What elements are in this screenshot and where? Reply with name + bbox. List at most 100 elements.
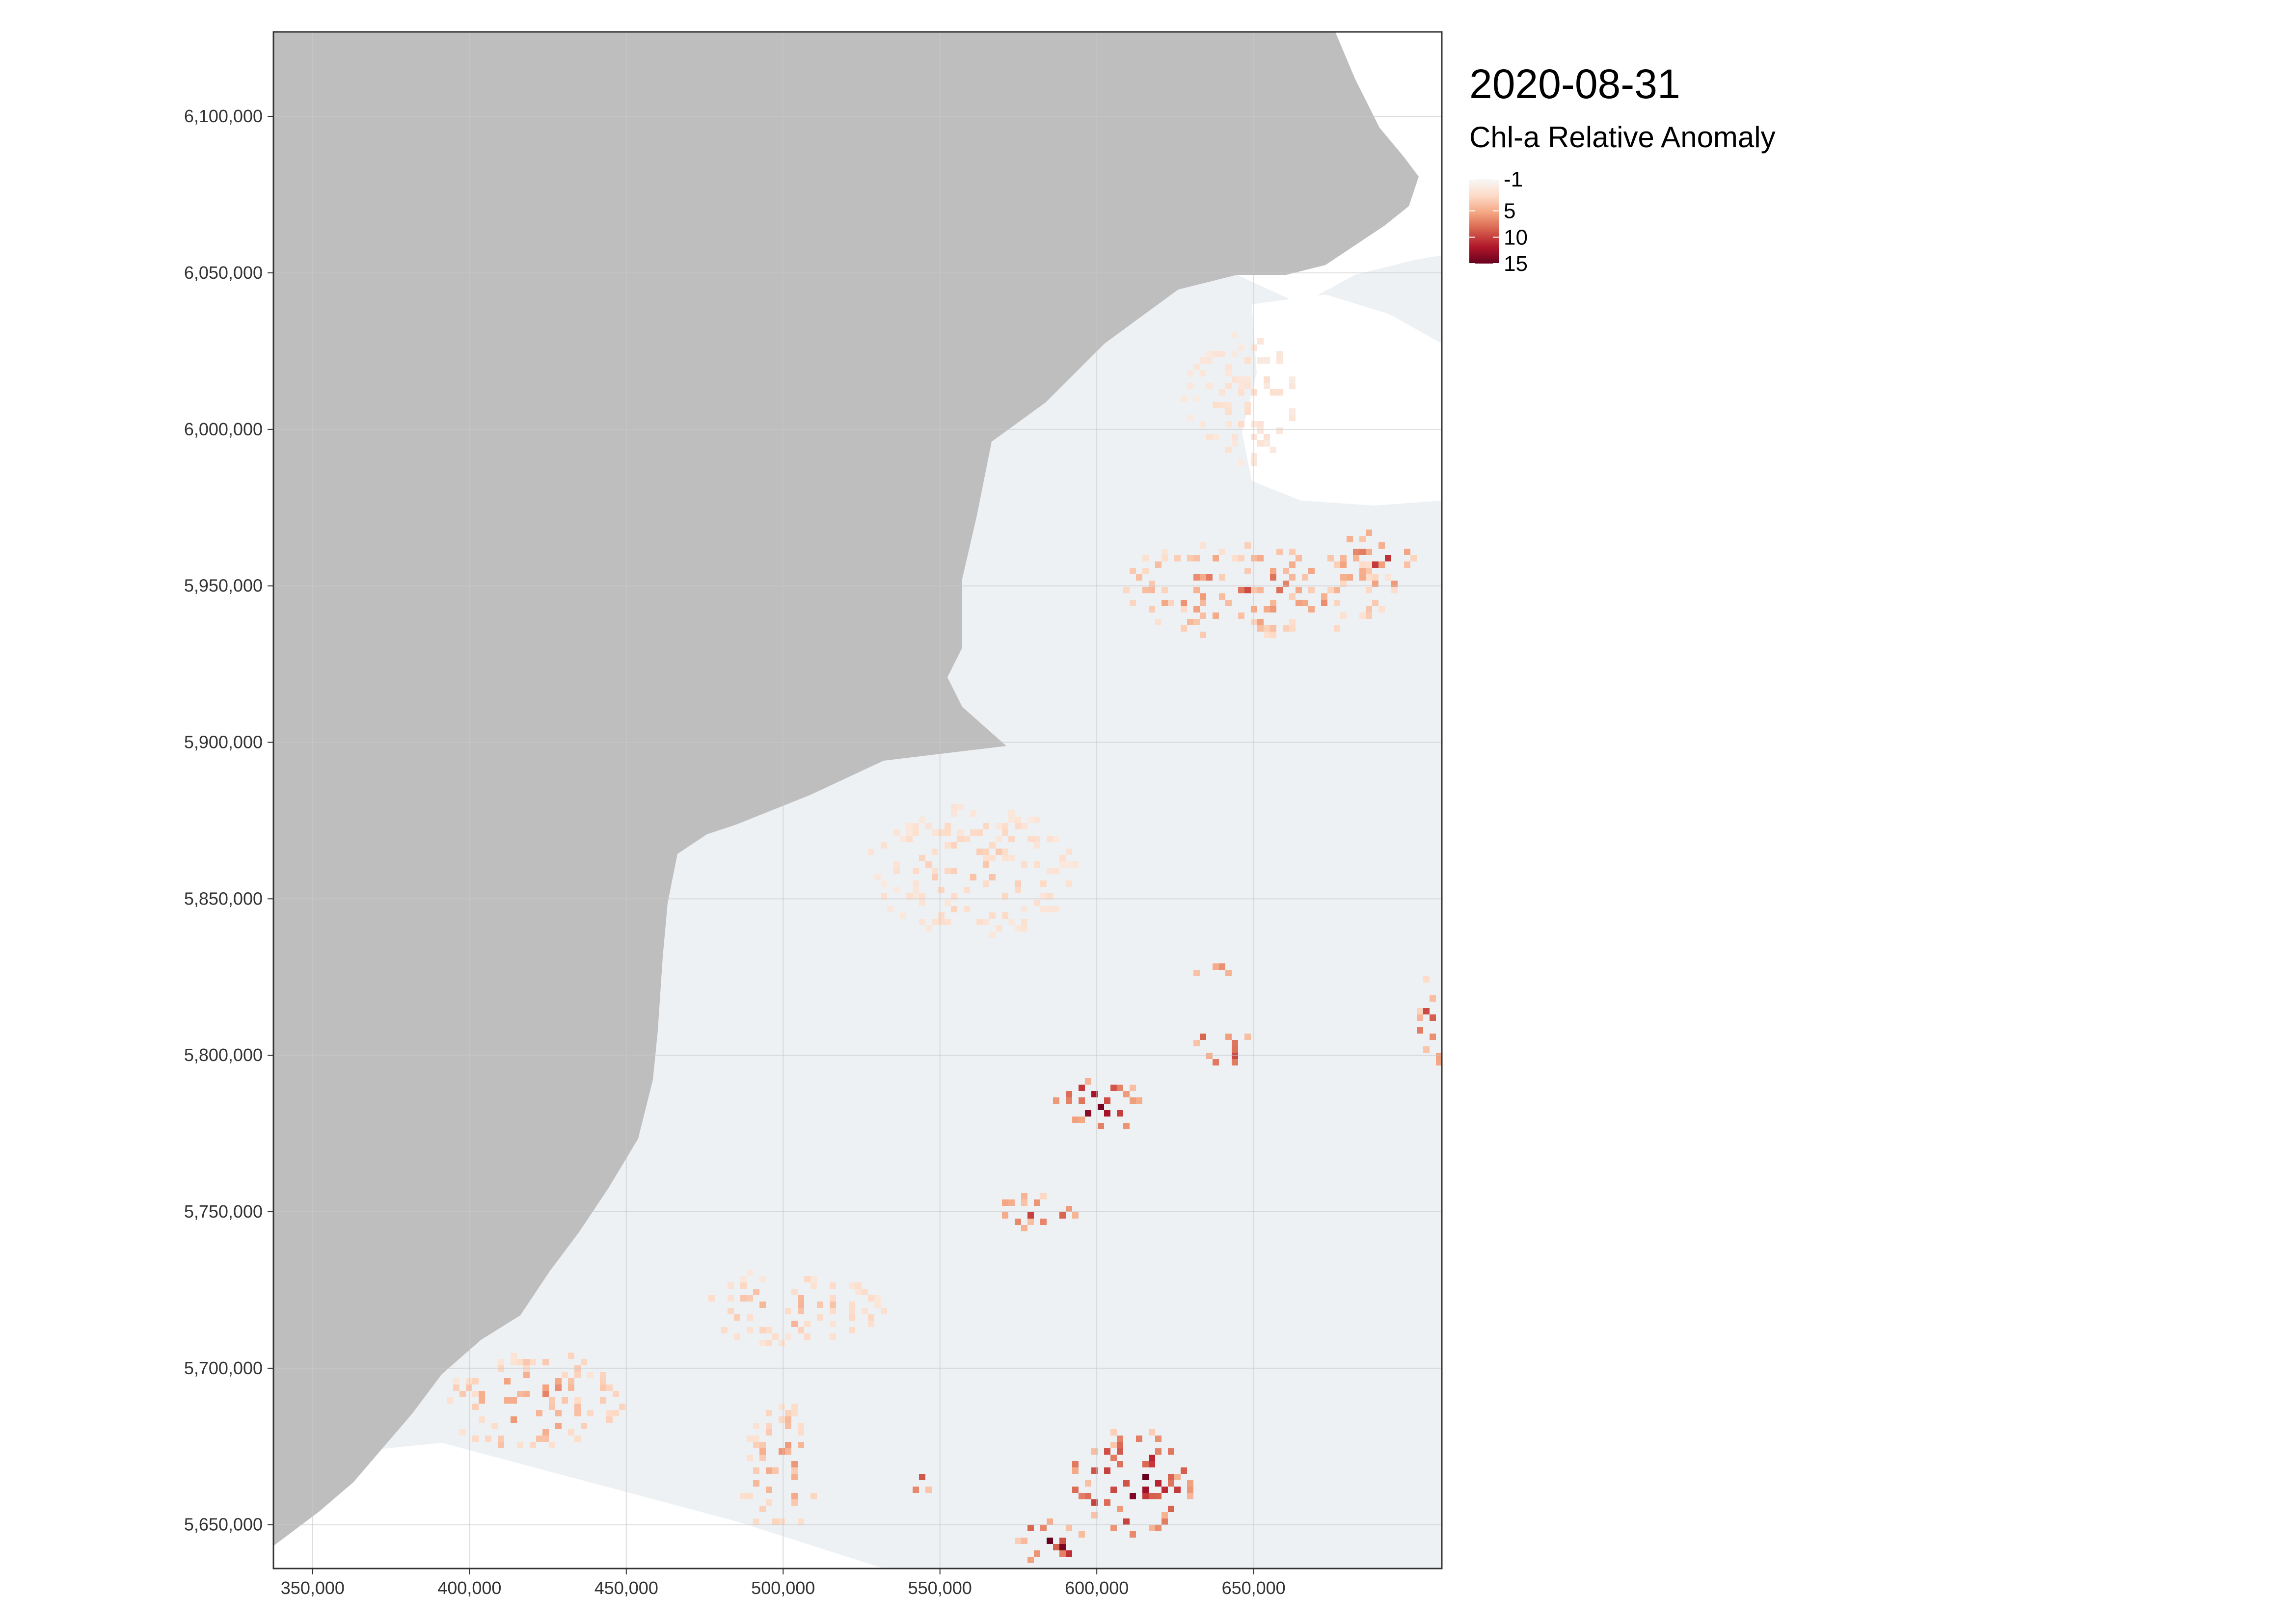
anomaly-cell: [1168, 1506, 1174, 1512]
anomaly-cell: [1359, 561, 1366, 568]
graticule: [273, 32, 1442, 1569]
anomaly-cell: [1327, 555, 1334, 561]
anomaly-cell: [1155, 1480, 1162, 1487]
anomaly-cell: [1059, 855, 1066, 861]
anomaly-cell: [1359, 574, 1366, 581]
anomaly-cell: [1072, 861, 1079, 868]
anomaly-cell: [798, 1429, 804, 1436]
anomaly-cell: [1104, 1097, 1110, 1104]
anomaly-cell: [900, 836, 906, 842]
anomaly-cell: [766, 1429, 772, 1436]
anomaly-cell: [523, 1391, 530, 1397]
anomaly-cell: [1021, 1538, 1027, 1544]
anomaly-cell: [1385, 555, 1391, 561]
anomaly-patch: [1193, 1034, 1251, 1065]
anomaly-cell: [881, 1308, 887, 1314]
anomaly-cell: [1423, 1008, 1430, 1014]
anomaly-cell: [1008, 919, 1015, 925]
legend-title: Chl-a Relative Anomaly: [1469, 121, 1776, 154]
anomaly-cell: [1206, 383, 1213, 389]
anomaly-cell: [1359, 536, 1366, 542]
anomaly-cell: [753, 1442, 759, 1448]
anomaly-cell: [1359, 568, 1366, 574]
anomaly-cell: [1232, 1046, 1238, 1053]
anomaly-cell: [1213, 351, 1219, 357]
anomaly-cell: [1034, 900, 1040, 906]
anomaly-cell: [810, 1282, 817, 1289]
anomaly-cell: [1353, 549, 1359, 555]
anomaly-cell: [574, 1410, 581, 1416]
anomaly-cell: [740, 1493, 747, 1499]
anomaly-cell: [587, 1372, 594, 1378]
anomaly-cell: [728, 1282, 734, 1289]
anomaly-cell: [932, 919, 938, 925]
anomaly-cell: [919, 855, 925, 861]
anomaly-cell: [1072, 1467, 1079, 1474]
x-tick-label: 500,000: [751, 1578, 815, 1598]
anomaly-cell: [1225, 421, 1232, 427]
anomaly-cell: [1340, 574, 1347, 581]
anomaly-cell: [1219, 549, 1225, 555]
anomaly-cell: [1027, 1525, 1034, 1531]
anomaly-cell: [530, 1442, 536, 1448]
anomaly-cell: [798, 1327, 804, 1333]
anomaly-cell: [542, 1429, 549, 1436]
anomaly-cell: [1206, 574, 1213, 581]
anomaly-cell: [1264, 357, 1270, 364]
anomaly-cell: [1104, 1499, 1110, 1506]
anomaly-cell: [1302, 600, 1308, 606]
anomaly-cell: [1334, 600, 1340, 606]
anomaly-cell: [766, 1423, 772, 1429]
anomaly-cell: [1162, 600, 1168, 606]
anomaly-cell: [970, 874, 976, 880]
anomaly-cell: [913, 880, 919, 887]
anomaly-cell: [983, 861, 989, 868]
anomaly-cell: [479, 1416, 485, 1423]
anomaly-cell: [1091, 1512, 1098, 1518]
anomaly-cell: [1066, 880, 1072, 887]
anomaly-cell: [1142, 555, 1149, 561]
anomaly-cell: [970, 810, 976, 817]
nodata-northeast: [1242, 294, 1442, 506]
anomaly-cell: [779, 1448, 785, 1455]
anomaly-cell: [1187, 619, 1193, 625]
anomaly-cell: [938, 829, 945, 836]
anomaly-cell: [1213, 434, 1219, 440]
legend-break-label: 5: [1504, 199, 1515, 223]
x-tick-label: 450,000: [594, 1578, 658, 1598]
anomaly-cell: [1079, 1531, 1085, 1538]
anomaly-cell: [1079, 1117, 1085, 1123]
anomaly-cell: [791, 1404, 798, 1410]
anomaly-cell: [1008, 836, 1015, 842]
anomaly-cell: [1015, 817, 1021, 823]
anomaly-cell: [1193, 606, 1200, 612]
anomaly-cell: [817, 1302, 823, 1308]
anomaly-cell: [1162, 587, 1168, 593]
anomaly-cell: [1155, 561, 1162, 568]
anomaly-cell: [1238, 345, 1244, 351]
anomaly-cell: [830, 1302, 836, 1308]
anomaly-cell: [900, 912, 906, 919]
anomaly-cell: [1110, 1442, 1117, 1448]
anomaly-cell: [574, 1397, 581, 1404]
anomaly-cell: [1213, 555, 1219, 561]
anomaly-cell: [1232, 351, 1238, 357]
anomaly-cell: [1385, 574, 1391, 581]
y-tick-label: 5,700,000: [184, 1358, 263, 1378]
anomaly-cell: [976, 849, 983, 855]
anomaly-cell: [785, 1410, 791, 1416]
anomaly-cell: [740, 1276, 747, 1282]
anomaly-cell: [1162, 549, 1168, 555]
anomaly-cell: [1264, 632, 1270, 638]
anomaly-cell: [932, 849, 938, 855]
anomaly-cell: [1296, 555, 1302, 561]
anomaly-cell: [945, 919, 951, 925]
anomaly-cell: [766, 1487, 772, 1493]
anomaly-cell: [1142, 587, 1149, 593]
anomaly-cell: [1059, 1212, 1066, 1219]
anomaly-cell: [945, 868, 951, 874]
anomaly-cell: [855, 1289, 862, 1295]
anomaly-cell: [1289, 383, 1296, 389]
anomaly-cell: [1008, 817, 1015, 823]
anomaly-cell: [1149, 606, 1155, 612]
